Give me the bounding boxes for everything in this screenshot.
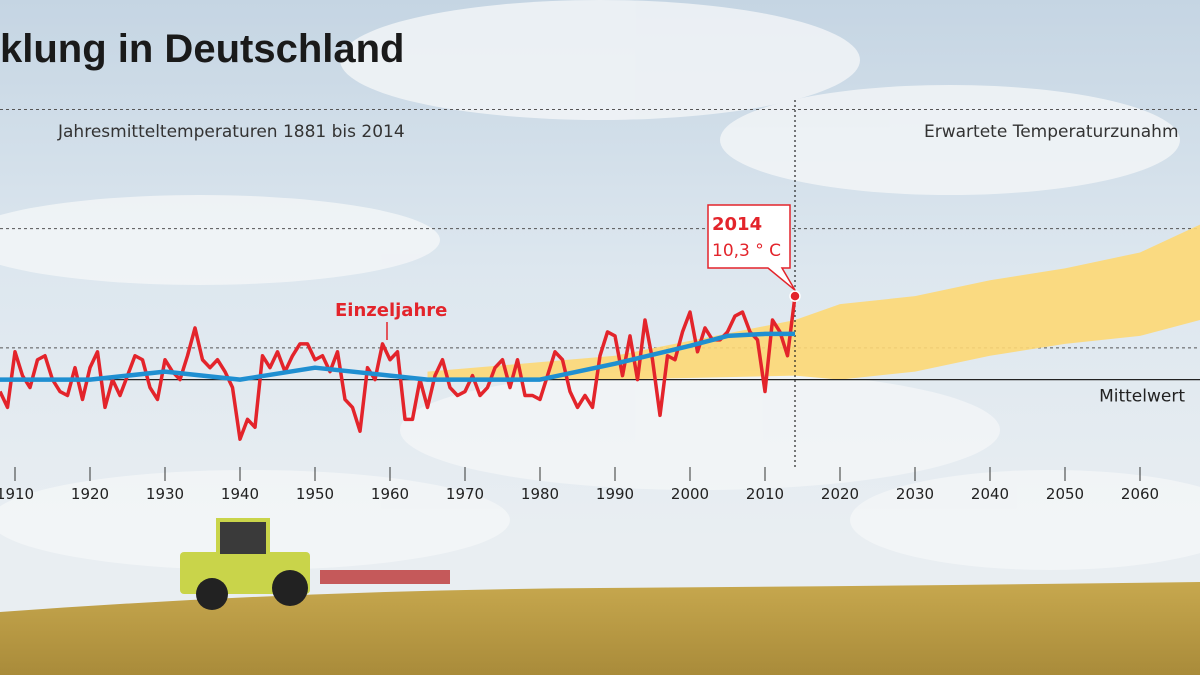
clouds [0, 0, 1200, 570]
chart-title: klung in Deutschland [0, 27, 404, 71]
highlight-point [789, 290, 801, 302]
x-tick-label: 1980 [521, 485, 559, 503]
x-tick-label: 1950 [296, 485, 334, 503]
projection-band [427, 224, 1200, 380]
reference-label: Mittelwert [1099, 387, 1185, 407]
projection-label: Erwartete Temperaturzunahm [924, 122, 1179, 142]
series-label: Einzeljahre [335, 300, 447, 321]
x-tick-label: 2050 [1046, 485, 1084, 503]
x-tick-label: 2010 [746, 485, 784, 503]
x-tick-label: 2020 [821, 485, 859, 503]
x-tick-label: 1940 [221, 485, 259, 503]
subtitle: Jahresmitteltemperaturen 1881 bis 2014 [57, 122, 405, 142]
annual-line [0, 295, 797, 441]
x-tick-label: 2000 [671, 485, 709, 503]
x-tick-label: 1920 [71, 485, 109, 503]
callout-value: 10,3 ° C [712, 241, 781, 261]
x-tick-label: 1910 [0, 485, 34, 503]
x-tick-label: 2040 [971, 485, 1009, 503]
x-tick-label: 1970 [446, 485, 484, 503]
callout-year: 2014 [712, 214, 762, 235]
field [0, 582, 1200, 675]
x-tick-label: 2060 [1121, 485, 1159, 503]
x-tick-label: 1990 [596, 485, 634, 503]
x-tick-label: 2030 [896, 485, 934, 503]
x-tick-label: 1930 [146, 485, 184, 503]
tractor [180, 518, 450, 610]
callout-box [707, 204, 796, 291]
x-tick-label: 1960 [371, 485, 409, 503]
trend-line [0, 331, 795, 382]
